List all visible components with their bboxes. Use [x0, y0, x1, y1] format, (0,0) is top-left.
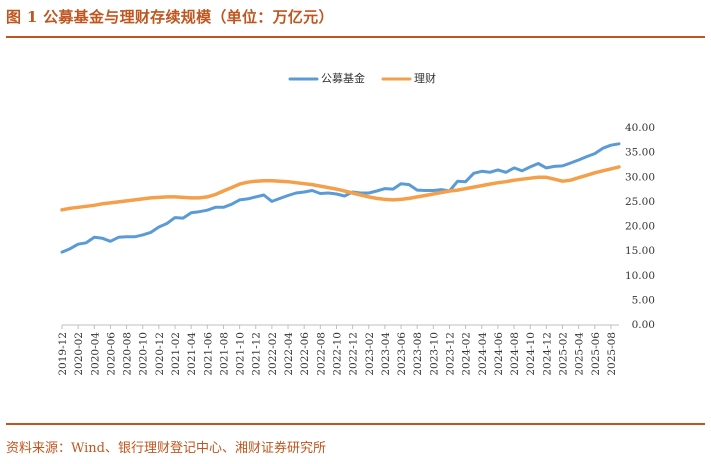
x-tick-label: 2020-12	[154, 332, 166, 376]
x-tick-label: 2023-12	[445, 332, 457, 376]
x-tick-label: 2020-10	[138, 332, 150, 376]
x-tick-label: 2024-10	[525, 332, 537, 376]
y-tick-label: 15.00	[625, 245, 655, 257]
series-layer	[60, 142, 621, 254]
figure-title: 图 1 公募基金与理财存续规模（单位：万亿元）	[6, 8, 334, 26]
y-tick-label: 35.00	[625, 147, 655, 159]
x-tick-label: 2021-10	[235, 332, 247, 376]
x-tick-label: 2024-04	[477, 332, 489, 376]
x-tick-label: 2022-06	[299, 332, 311, 376]
chart-legend: 公募基金 理财	[288, 71, 436, 85]
x-tick-label: 2024-02	[461, 332, 473, 376]
x-tick-label: 2022-12	[348, 332, 360, 376]
x-tick-label: 2024-06	[493, 332, 505, 376]
y-tick-label: 20.00	[625, 221, 655, 233]
x-tick-label: 2022-02	[267, 332, 279, 376]
x-tick-label: 2023-06	[396, 332, 408, 376]
x-tick-label: 2025-06	[590, 332, 602, 376]
x-tick-label: 2020-08	[122, 332, 134, 376]
legend-label-0: 公募基金	[321, 71, 365, 85]
x-tick-label: 2020-06	[105, 332, 117, 376]
x-tick-label: 2025-02	[558, 332, 570, 376]
x-tick-label: 2021-08	[218, 332, 230, 376]
y-tick-label: 10.00	[625, 270, 655, 282]
x-tick-label: 2021-06	[202, 332, 214, 376]
title-rule	[6, 36, 705, 38]
y-tick-label: 0.00	[632, 319, 655, 331]
source-note: 资料来源：Wind、银行理财登记中心、湘财证券研究所	[6, 441, 326, 456]
x-tick-label: 2022-04	[283, 332, 295, 376]
x-tick-label: 2023-10	[428, 332, 440, 376]
x-tick-label: 2023-08	[412, 332, 424, 376]
y-tick-label: 30.00	[625, 171, 655, 183]
x-tick-label: 2021-04	[186, 332, 198, 376]
x-tick-label: 2023-02	[364, 332, 376, 376]
x-tick-label: 2024-12	[541, 332, 553, 376]
x-tick-label: 2024-08	[509, 332, 521, 376]
y-tick-label: 5.00	[632, 294, 655, 306]
x-tick-label: 2025-04	[574, 332, 586, 376]
x-tick-label: 2019-12	[57, 332, 69, 376]
x-tick-label: 2021-02	[170, 332, 182, 376]
source-rule	[6, 423, 705, 425]
x-tick-label: 2025-08	[606, 332, 618, 376]
x-tick-label: 2020-02	[73, 332, 85, 376]
x-axis-ticks: 2019-12 2020-02 2020-04 2020-06 2020-08 2020-…	[57, 325, 618, 376]
y-axis-ticks: 0.00 5.00 10.00 15.00 20.00 25.00 30.00 35.00 40…	[625, 122, 655, 331]
x-tick-label: 2023-04	[380, 332, 392, 376]
x-tick-label: 2020-04	[89, 332, 101, 376]
x-tick-label: 2022-10	[332, 332, 344, 376]
series-line-1	[60, 165, 621, 212]
series-line-0	[60, 142, 621, 254]
y-tick-label: 25.00	[625, 196, 655, 208]
y-tick-label: 40.00	[625, 122, 655, 134]
x-tick-label: 2021-12	[251, 332, 263, 376]
x-tick-label: 2022-08	[315, 332, 327, 376]
legend-label-1: 理财	[414, 71, 436, 85]
